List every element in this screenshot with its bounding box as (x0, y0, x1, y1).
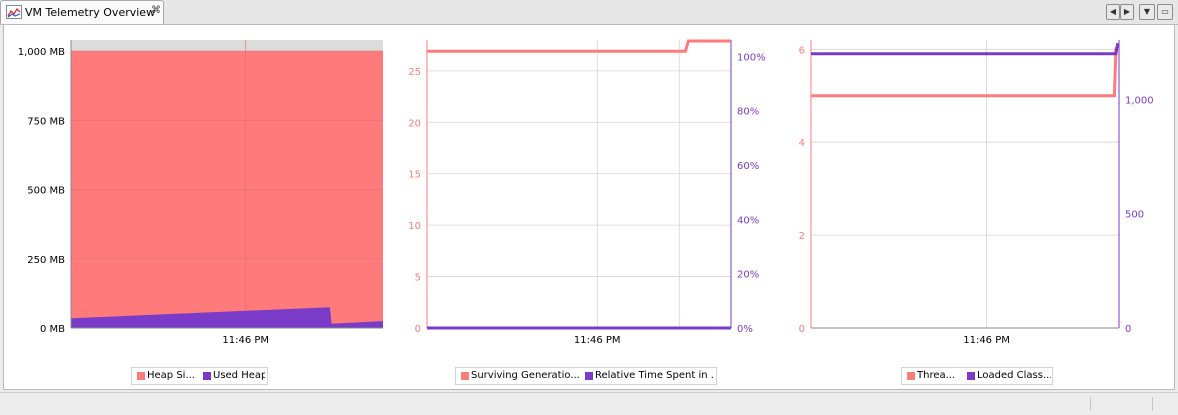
heap-y-tick-label: 0 MB (40, 324, 65, 335)
scroll-right-icon[interactable]: ▶ (1120, 4, 1134, 20)
tab-vm-telemetry[interactable]: VM Telemetry Overview ⌘ (0, 0, 164, 24)
used-heap-area (71, 307, 383, 328)
gc-series-line-0 (427, 39, 731, 53)
chart-icon (6, 5, 22, 19)
gc-y-right-tick-label: 100% (737, 52, 766, 63)
threads-series-line-1 (811, 43, 1119, 56)
legend-label: Surviving Generatio... (471, 370, 580, 381)
heap-y-tick-label: 250 MB (27, 255, 65, 266)
heap-y-tick-label: 750 MB (27, 116, 65, 127)
threads-y-right-tick-label: 1,000 (1125, 95, 1154, 106)
legend-label: Loaded Class... (977, 370, 1051, 381)
gc-y-left-tick-label: 10 (408, 221, 421, 232)
threads-classes-legend: Threa... Loaded Class... (901, 367, 1053, 385)
gc-y-right-tick-label: 0% (737, 324, 753, 335)
tab-title: VM Telemetry Overview (25, 6, 156, 19)
gc-x-tick-label: 11:46 PM (574, 335, 621, 346)
gc-y-left-tick-label: 5 (415, 273, 421, 284)
threads-x-tick-label: 11:46 PM (963, 335, 1010, 346)
heap-legend: Heap Si... Used Heap (131, 367, 268, 385)
status-separator (1090, 397, 1091, 411)
gc-y-left-tick-label: 20 (408, 118, 421, 129)
gc-y-left-tick-label: 25 (408, 67, 421, 78)
threads-y-left-tick-label: 2 (799, 231, 805, 242)
legend-swatch (585, 372, 593, 380)
tab-bar: VM Telemetry Overview ⌘ ◀ ▶ ▼ ▭ (0, 0, 1178, 25)
threads-y-right-tick-label: 500 (1125, 210, 1144, 221)
scroll-left-icon[interactable]: ◀ (1106, 4, 1120, 20)
gc-y-right-tick-label: 60% (737, 161, 759, 172)
gc-legend: Surviving Generatio... Relative Time Spe… (455, 367, 717, 385)
gc-y-right-tick-label: 40% (737, 215, 759, 226)
threads-y-left-tick-label: 4 (799, 138, 805, 149)
heap-y-tick-label: 1,000 MB (18, 47, 65, 58)
legend-label: Used Heap (213, 370, 265, 381)
gc-y-left-tick-label: 15 (408, 170, 421, 181)
heap-x-tick-label: 11:46 PM (222, 335, 269, 346)
telemetry-panel: 1,000 MB 750 MB 500 MB 250 MB 0 MB 11:46 PM 25… (3, 24, 1175, 390)
legend-label: Relative Time Spent in ... (595, 370, 715, 381)
status-bar (0, 392, 1178, 415)
gc-y-left-tick-label: 0 (415, 324, 421, 335)
threads-series-line-0 (811, 47, 1119, 98)
legend-swatch (907, 372, 915, 380)
gc-y-right-tick-label: 80% (737, 107, 759, 118)
threads-y-right-tick-label: 0 (1125, 324, 1131, 335)
dropdown-icon[interactable]: ▼ (1139, 4, 1155, 20)
maximize-icon[interactable]: ▭ (1157, 4, 1173, 20)
gc-y-right-tick-label: 20% (737, 270, 759, 281)
close-icon[interactable]: ⌘ (151, 5, 161, 16)
legend-label: Heap Si... (147, 370, 195, 381)
heap-y-tick-label: 500 MB (27, 186, 65, 197)
legend-swatch (203, 372, 211, 380)
legend-label: Threa... (917, 370, 956, 381)
legend-swatch (137, 372, 145, 380)
legend-swatch (967, 372, 975, 380)
threads-y-left-tick-label: 6 (799, 45, 805, 56)
legend-swatch (461, 372, 469, 380)
status-separator (1152, 397, 1153, 411)
threads-y-left-tick-label: 0 (799, 324, 805, 335)
